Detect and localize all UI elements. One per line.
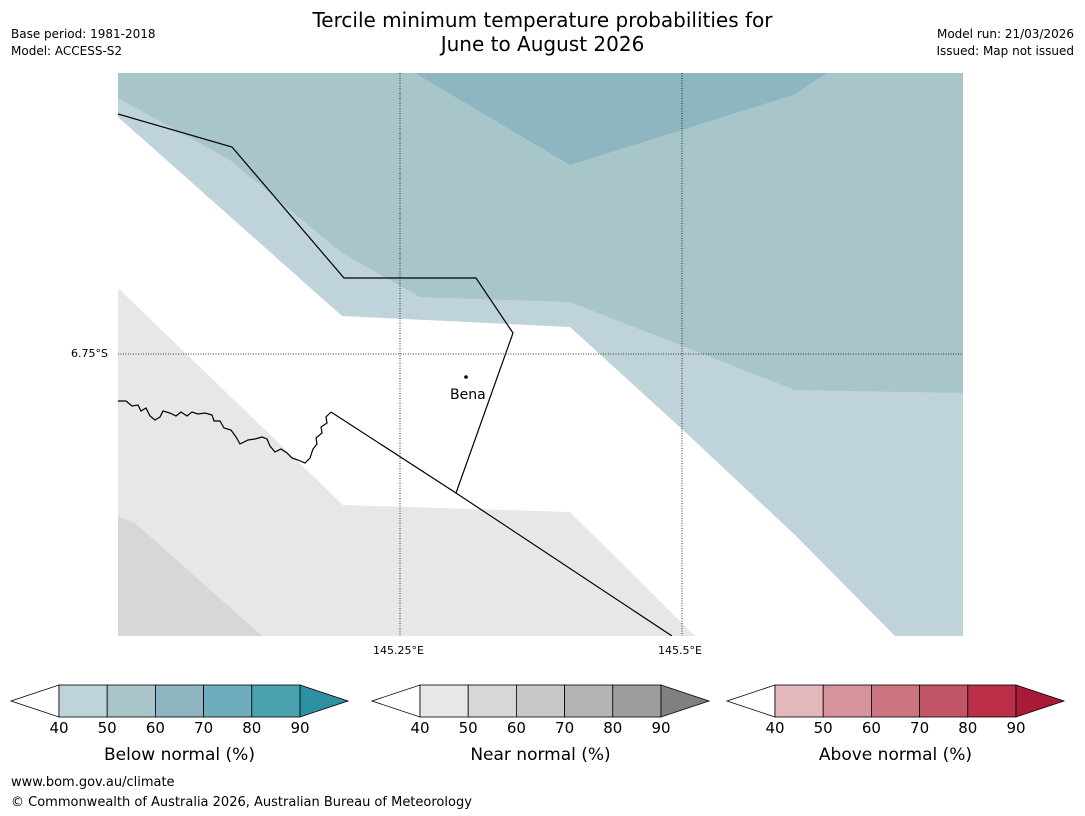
legend-tick-label: 60 bbox=[506, 719, 526, 737]
legend-arrow-high bbox=[1015, 684, 1066, 718]
legend-tick-label: 80 bbox=[958, 719, 978, 737]
map-title: Tercile minimum temperature probabilitie… bbox=[0, 8, 1085, 56]
legend-tick-label: 70 bbox=[910, 719, 930, 737]
model-run-text: Model run: 21/03/2026 bbox=[936, 27, 1074, 41]
legend-arrow-low bbox=[370, 684, 421, 718]
legend-swatch bbox=[612, 684, 662, 718]
legend-below-bar bbox=[9, 684, 350, 718]
legend-arrow-high bbox=[299, 684, 350, 718]
below-50-region bbox=[118, 73, 963, 393]
footer-url: www.bom.gov.au/climate bbox=[11, 775, 175, 790]
town-marker bbox=[464, 375, 468, 379]
legend-tick-label: 40 bbox=[410, 719, 430, 737]
legend-arrow-low bbox=[725, 684, 776, 718]
legend-swatch bbox=[154, 684, 204, 718]
legend-swatch bbox=[58, 684, 108, 718]
base-period-text: Base period: 1981-2018 bbox=[11, 27, 156, 41]
lat-label: 6.75°S bbox=[71, 347, 108, 360]
legend-swatch bbox=[919, 684, 969, 718]
lon-label-2: 145.5°E bbox=[658, 644, 702, 657]
legend-title: Above normal (%) bbox=[818, 745, 973, 765]
legend-tick-label: 90 bbox=[1006, 719, 1026, 737]
legend-near-bar bbox=[370, 684, 711, 718]
map-title-line2: June to August 2026 bbox=[440, 32, 645, 56]
map-title-line1: Tercile minimum temperature probabilitie… bbox=[312, 8, 773, 32]
legend-tick-label: 50 bbox=[97, 719, 117, 737]
lon-label-1: 145.25°E bbox=[373, 644, 424, 657]
legend-swatch bbox=[419, 684, 469, 718]
legend-tick-label: 70 bbox=[555, 719, 575, 737]
legend-tick-label: 60 bbox=[861, 719, 881, 737]
probability-fill-layer bbox=[118, 73, 963, 636]
legend-swatch bbox=[106, 684, 156, 718]
legend-tick-label: 90 bbox=[290, 719, 310, 737]
legend-tick-label: 50 bbox=[458, 719, 478, 737]
meta-right: Model run: 21/03/2026 Issued: Map not is… bbox=[936, 26, 1074, 60]
near-40-region bbox=[118, 288, 695, 636]
below-60-region bbox=[415, 73, 827, 165]
town-label: Bena bbox=[450, 387, 486, 403]
legend-swatch bbox=[871, 684, 921, 718]
legend-swatch bbox=[967, 684, 1017, 718]
coastline bbox=[118, 400, 332, 464]
legend-tick-label: 80 bbox=[603, 719, 623, 737]
near-50-region bbox=[118, 516, 262, 636]
legend-swatch bbox=[564, 684, 614, 718]
legend-tick-label: 40 bbox=[765, 719, 785, 737]
issued-text: Issued: Map not issued bbox=[936, 44, 1074, 58]
legend-swatch bbox=[822, 684, 872, 718]
legend-tick-label: 90 bbox=[651, 719, 671, 737]
model-text: Model: ACCESS-S2 bbox=[11, 44, 123, 58]
legend-swatch bbox=[467, 684, 517, 718]
legend-title: Near normal (%) bbox=[470, 745, 611, 765]
legend-tick-label: 70 bbox=[194, 719, 214, 737]
legend-tick-label: 50 bbox=[813, 719, 833, 737]
legend-tick-label: 80 bbox=[242, 719, 262, 737]
province-boundary-south bbox=[330, 411, 673, 636]
legend-tick-label: 40 bbox=[49, 719, 69, 737]
meta-left: Base period: 1981-2018 Model: ACCESS-S2 bbox=[11, 26, 156, 60]
legend-arrow-low bbox=[9, 684, 60, 718]
legend-above-bar bbox=[725, 684, 1066, 718]
legend-swatch bbox=[516, 684, 566, 718]
province-boundary bbox=[118, 113, 514, 494]
legend-swatch bbox=[203, 684, 253, 718]
footer-copyright: © Commonwealth of Australia 2026, Austra… bbox=[11, 795, 472, 810]
legend-swatch bbox=[774, 684, 824, 718]
legend-arrow-high bbox=[660, 684, 711, 718]
legend-swatch bbox=[251, 684, 301, 718]
legend-tick-label: 60 bbox=[145, 719, 165, 737]
legend-title: Below normal (%) bbox=[104, 745, 255, 765]
